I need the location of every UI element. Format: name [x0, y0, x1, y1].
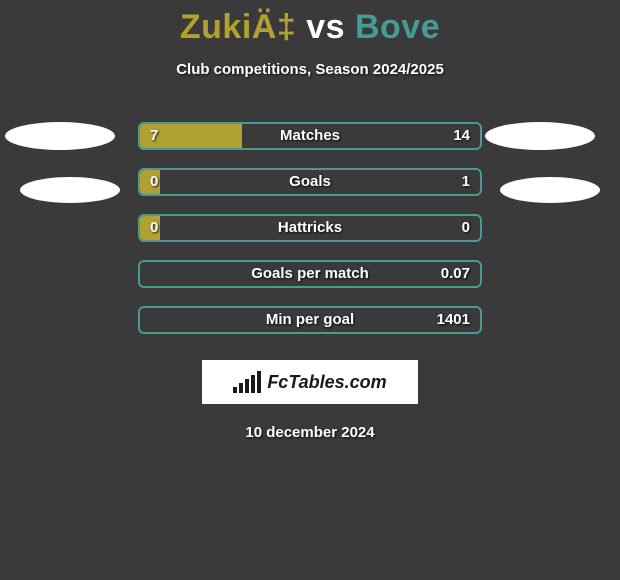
- player1-name: ZukiÄ‡: [180, 8, 296, 46]
- date-label: 10 december 2024: [0, 424, 620, 441]
- logo-text: FcTables.com: [267, 372, 386, 393]
- stat-row: Min per goal1401: [0, 298, 620, 344]
- stat-row: Goals per match0.07: [0, 252, 620, 298]
- stat-bar-fill: [140, 124, 242, 148]
- player1-badge: [5, 122, 115, 150]
- stat-row: Hattricks00: [0, 206, 620, 252]
- stat-bar-fill: [140, 170, 160, 194]
- comparison-title: ZukiÄ‡ vs Bove: [0, 0, 620, 47]
- stat-bar: [138, 214, 482, 242]
- stat-bar: [138, 306, 482, 334]
- stat-bar: [138, 168, 482, 196]
- source-logo: FcTables.com: [202, 360, 418, 404]
- player2-badge: [485, 122, 595, 150]
- player2-name: Bove: [355, 8, 440, 46]
- stat-bar-fill: [140, 216, 160, 240]
- player2-badge: [500, 177, 600, 203]
- player1-badge: [20, 177, 120, 203]
- vs-label: vs: [306, 8, 345, 46]
- logo-bars-icon: [233, 371, 261, 393]
- stat-bar: [138, 122, 482, 150]
- subtitle: Club competitions, Season 2024/2025: [0, 61, 620, 78]
- stat-bar: [138, 260, 482, 288]
